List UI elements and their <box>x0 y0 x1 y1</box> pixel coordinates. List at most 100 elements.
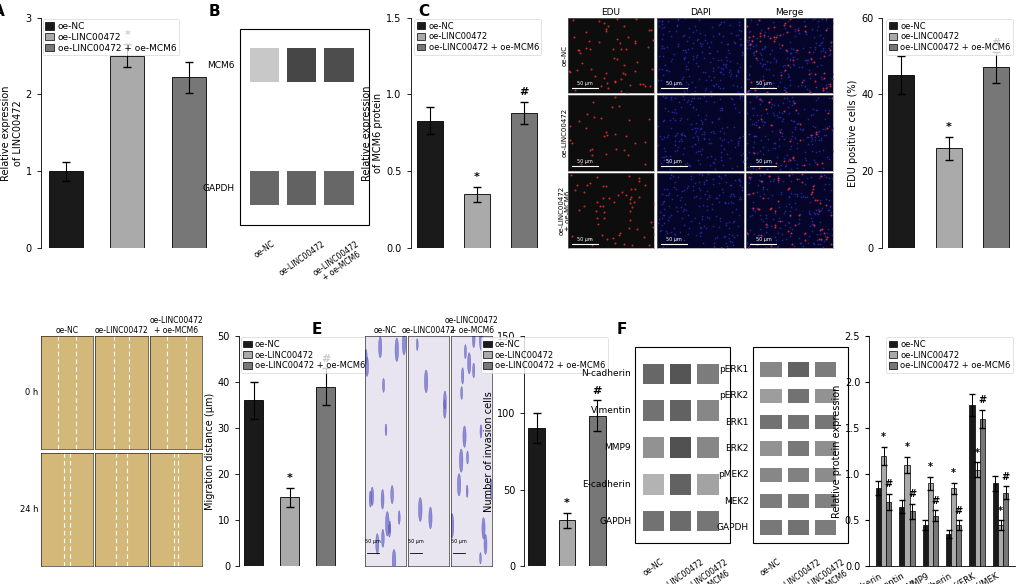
Y-axis label: oe-LINC00472
+ oe-MCM6: oe-LINC00472 + oe-MCM6 <box>558 186 571 235</box>
Point <box>801 86 817 95</box>
Point <box>775 86 792 95</box>
Point <box>823 173 840 183</box>
Point <box>818 79 835 89</box>
Text: 50 μm: 50 μm <box>755 237 770 242</box>
Point <box>679 95 695 105</box>
Point <box>789 175 805 184</box>
Point <box>799 238 815 248</box>
Point <box>738 44 754 53</box>
Point <box>716 53 733 62</box>
Point <box>723 238 740 247</box>
Point <box>738 75 754 84</box>
Point <box>618 45 634 54</box>
Point <box>749 231 765 240</box>
Point <box>653 134 669 144</box>
Bar <box>244 401 263 566</box>
Point <box>603 102 620 112</box>
Point <box>623 241 639 250</box>
Point <box>716 60 733 69</box>
Point <box>747 92 763 102</box>
Point <box>775 156 792 165</box>
Point <box>731 91 747 100</box>
Point <box>713 103 730 113</box>
Point <box>690 135 706 144</box>
Bar <box>588 416 605 566</box>
Point <box>764 109 781 118</box>
Point <box>720 67 737 77</box>
Point <box>810 173 826 183</box>
Ellipse shape <box>464 345 466 359</box>
Point <box>723 94 740 103</box>
Point <box>751 28 767 37</box>
Point <box>783 132 799 141</box>
Point <box>766 161 783 171</box>
Y-axis label: Relative expression
of LINC00472: Relative expression of LINC00472 <box>1 85 22 180</box>
Point <box>815 236 832 245</box>
Text: 50 μm: 50 μm <box>665 237 682 242</box>
FancyBboxPatch shape <box>287 171 316 205</box>
Point <box>820 173 837 182</box>
Text: N-cadherin: N-cadherin <box>581 369 631 378</box>
Point <box>772 109 789 118</box>
Point <box>751 191 767 200</box>
Point <box>772 70 789 79</box>
Point <box>669 142 686 151</box>
Point <box>764 78 781 88</box>
Point <box>693 169 709 178</box>
Point <box>801 87 817 96</box>
Point <box>693 123 709 133</box>
Point <box>650 16 666 26</box>
Point <box>745 41 761 50</box>
Point <box>793 169 809 179</box>
Point <box>658 184 675 193</box>
Text: E-cadherin: E-cadherin <box>582 480 631 489</box>
Point <box>814 243 830 252</box>
Point <box>776 87 793 96</box>
Point <box>618 190 634 199</box>
Point <box>780 219 796 228</box>
Point <box>599 22 615 31</box>
Point <box>804 104 820 113</box>
Point <box>755 43 771 53</box>
Point <box>722 180 739 190</box>
Point <box>752 95 768 104</box>
Point <box>800 132 816 141</box>
FancyBboxPatch shape <box>642 401 663 420</box>
Point <box>783 127 799 137</box>
Point <box>687 147 703 157</box>
Point <box>811 217 827 226</box>
Point <box>702 37 718 47</box>
Point <box>775 220 792 229</box>
Legend: oe-NC, oe-LINC00472, oe-LINC00472 + oe-MCM6: oe-NC, oe-LINC00472, oe-LINC00472 + oe-M… <box>886 19 1012 54</box>
Point <box>782 48 798 57</box>
Point <box>610 101 627 110</box>
FancyBboxPatch shape <box>814 468 836 482</box>
Point <box>783 202 799 211</box>
Point <box>722 231 739 240</box>
Point <box>761 204 777 214</box>
Point <box>784 96 800 105</box>
Point <box>671 97 687 106</box>
Point <box>745 131 761 140</box>
Point <box>722 189 739 199</box>
Point <box>690 201 706 211</box>
Point <box>794 191 810 200</box>
Point <box>656 103 673 113</box>
Point <box>814 86 830 95</box>
Point <box>683 78 699 87</box>
Point <box>571 45 587 54</box>
Point <box>767 57 784 66</box>
Point <box>619 88 635 97</box>
Ellipse shape <box>457 474 461 496</box>
FancyBboxPatch shape <box>759 415 781 429</box>
Point <box>705 241 721 251</box>
Point <box>805 222 821 231</box>
Title: EDU: EDU <box>601 8 620 17</box>
Point <box>619 151 635 160</box>
Point <box>700 43 716 52</box>
Point <box>660 66 677 75</box>
Point <box>688 50 704 60</box>
Point <box>750 231 766 240</box>
Point <box>641 81 657 91</box>
Point <box>680 23 696 33</box>
